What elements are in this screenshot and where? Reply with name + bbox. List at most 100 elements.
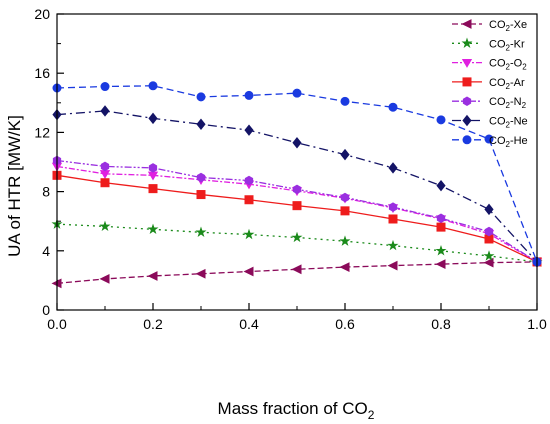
y-tick-label: 8 <box>42 184 50 200</box>
y-tick-label: 0 <box>42 302 50 318</box>
data-point <box>148 184 158 194</box>
data-point <box>196 92 206 102</box>
legend-label: CO2-O2 <box>489 58 527 72</box>
data-point <box>292 184 302 195</box>
data-point <box>244 124 254 136</box>
data-point <box>195 268 206 279</box>
legend-label-tail: -Kr <box>510 38 525 50</box>
legend-marker <box>461 19 472 29</box>
data-point <box>340 192 350 203</box>
data-point <box>99 274 110 284</box>
x-axis-title-sub: 2 <box>368 408 375 422</box>
legend-label: CO2-He <box>489 135 528 149</box>
x-axis-title-main: Mass fraction of CO <box>218 399 368 418</box>
legend-label-tail: -Ne <box>510 116 528 128</box>
series-kr <box>51 218 543 267</box>
legend-label-main: CO <box>489 77 506 89</box>
x-tick-label: 0.6 <box>335 316 355 332</box>
legend-label-main: CO <box>489 38 506 50</box>
data-point <box>291 231 303 243</box>
x-axis-title: Mass fraction of CO2 <box>218 399 375 422</box>
data-point <box>436 213 446 223</box>
legend-label-sub: 2 <box>506 101 511 110</box>
legend-entry: CO2-He <box>452 135 528 149</box>
series-line <box>56 159 538 263</box>
data-point <box>148 112 158 125</box>
data-point <box>435 245 447 256</box>
data-point <box>99 220 111 232</box>
series-line <box>56 165 538 263</box>
data-point <box>100 178 110 188</box>
legend-entry: CO2-Kr <box>452 37 525 52</box>
series-n <box>52 155 542 267</box>
y-axis-title: UA of HTR [MW/K] <box>5 115 24 257</box>
data-point <box>436 115 446 125</box>
series-layer <box>51 81 543 289</box>
series-o <box>51 162 543 268</box>
data-point <box>100 82 110 92</box>
legend-label-main: CO <box>489 116 506 128</box>
data-point <box>148 81 158 91</box>
data-point <box>196 172 206 183</box>
tick-labels: 0.0 0.2 0.4 0.6 0.8 1.0 0 4 8 12 16 20 <box>34 6 547 332</box>
data-point <box>340 96 350 106</box>
data-point <box>244 175 254 186</box>
legend-entry: CO2-Ne <box>452 114 528 130</box>
legend-label: CO2-Xe <box>489 19 527 33</box>
data-point <box>147 271 158 281</box>
legend-label-main: CO <box>489 19 506 31</box>
legend-label-tail: -O <box>510 58 523 70</box>
data-point <box>340 206 350 216</box>
data-point <box>196 190 206 200</box>
legend-label-sub: 2 <box>506 43 511 52</box>
legend-entry: CO2-Ar <box>452 77 525 91</box>
data-point <box>244 90 254 100</box>
legend-label-tail-sub: 2 <box>522 101 527 110</box>
axis-ticks <box>56 13 538 311</box>
legend-label-sub: 2 <box>506 121 511 130</box>
data-point <box>292 88 302 98</box>
data-point <box>243 266 254 277</box>
data-point <box>292 201 302 211</box>
legend-label-main: CO <box>489 58 506 70</box>
legend-label-sub: 2 <box>506 82 511 91</box>
data-point <box>291 264 302 275</box>
data-point <box>339 235 351 246</box>
data-point <box>100 105 110 117</box>
x-tick-label: 0.0 <box>47 316 67 332</box>
legend-marker <box>462 114 472 127</box>
legend-label-main: CO <box>489 135 506 147</box>
data-point <box>244 195 254 205</box>
data-point <box>147 223 159 235</box>
data-point <box>388 202 398 212</box>
legend-marker <box>462 135 472 145</box>
legend-label-main: CO <box>489 96 506 108</box>
legend-label-tail-sub: 2 <box>522 63 527 72</box>
series-ne <box>52 105 542 268</box>
legend-marker <box>461 58 473 68</box>
legend-label: CO2-Ar <box>489 77 525 91</box>
data-point <box>388 162 398 174</box>
legend-label-sub: 2 <box>506 140 511 149</box>
data-point <box>483 257 494 268</box>
legend-marker <box>462 96 472 106</box>
data-point <box>436 222 446 232</box>
data-point <box>388 102 398 112</box>
data-point <box>435 259 446 270</box>
x-tick-label: 0.8 <box>431 316 451 332</box>
data-point <box>484 203 494 216</box>
series-line <box>56 110 538 263</box>
legend-label-sub: 2 <box>506 63 511 72</box>
legend-label-tail: -Xe <box>510 19 527 31</box>
x-tick-label: 1.0 <box>527 316 547 332</box>
data-point <box>387 260 398 271</box>
legend-label: CO2-Kr <box>489 38 525 52</box>
data-point <box>340 148 350 161</box>
data-point <box>436 179 446 192</box>
data-point <box>339 262 350 272</box>
data-point <box>100 161 110 172</box>
legend-entry: CO2-O2 <box>452 58 527 72</box>
plot-frame <box>56 13 538 311</box>
data-point <box>243 228 255 240</box>
